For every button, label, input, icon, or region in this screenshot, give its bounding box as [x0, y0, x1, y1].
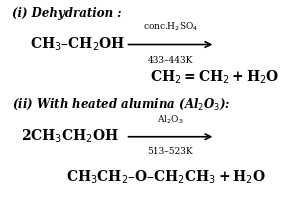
- Text: conc.H$_2$SO$_4$: conc.H$_2$SO$_4$: [143, 20, 198, 33]
- Text: (ii) With heated alumina (Al$_2$O$_3$):: (ii) With heated alumina (Al$_2$O$_3$):: [12, 96, 231, 112]
- Text: Al$_2$O$_3$: Al$_2$O$_3$: [157, 114, 184, 126]
- Text: CH$_2$ = CH$_2$ + H$_2$O: CH$_2$ = CH$_2$ + H$_2$O: [150, 69, 279, 86]
- Text: 513–523K: 513–523K: [147, 147, 193, 156]
- Text: (i) Dehydration :: (i) Dehydration :: [12, 7, 122, 20]
- Text: CH$_3$–CH$_2$OH: CH$_3$–CH$_2$OH: [30, 36, 125, 53]
- Text: 433–443K: 433–443K: [148, 56, 193, 65]
- Text: CH$_3$CH$_2$–O–CH$_2$CH$_3$ + H$_2$O: CH$_3$CH$_2$–O–CH$_2$CH$_3$ + H$_2$O: [66, 168, 266, 186]
- Text: 2CH$_3$CH$_2$OH: 2CH$_3$CH$_2$OH: [21, 128, 119, 145]
